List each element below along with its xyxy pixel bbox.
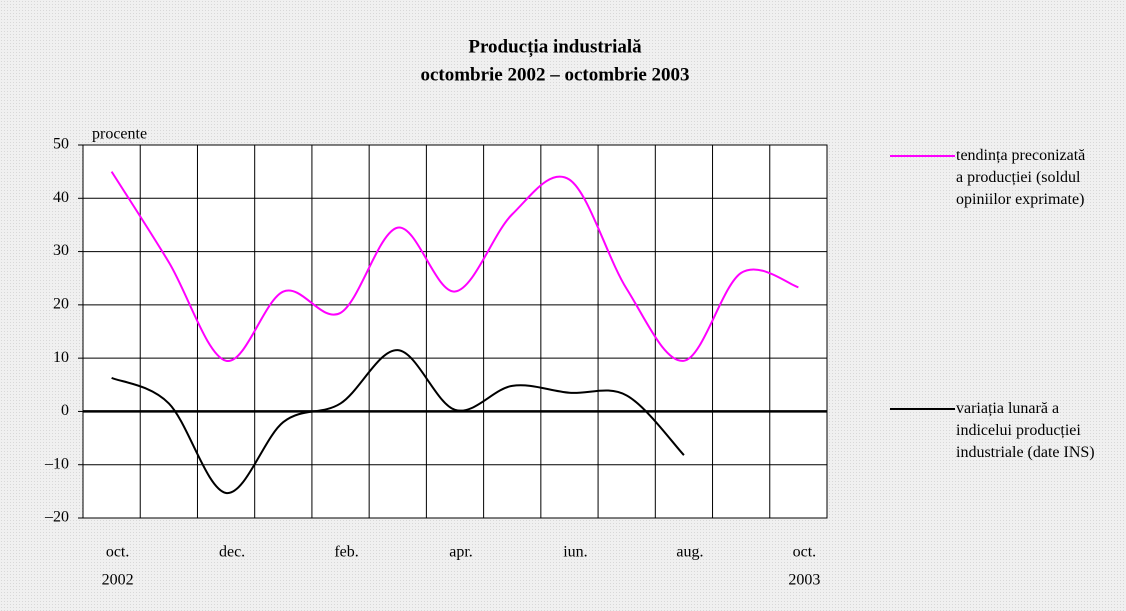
y-tick-label: 20 (53, 296, 69, 313)
y-tick-label: 10 (53, 349, 69, 366)
y-tick-label: 40 (53, 189, 69, 206)
y-axis-label: procente (92, 126, 147, 143)
x-tick-label: iun. (563, 544, 587, 561)
y-tick-label: 30 (53, 242, 69, 259)
x-tick-year: 2003 (788, 572, 820, 589)
x-tick-label: oct. (106, 544, 130, 561)
chart-title: Producția industrială (468, 36, 642, 57)
x-tick-label: apr. (449, 544, 473, 561)
series-line (111, 349, 685, 494)
series-line (110, 171, 799, 362)
legend-label: variația lunară a indicelui producției i… (956, 400, 1095, 461)
plot-border (82, 144, 828, 519)
x-tick-label: dec. (219, 544, 245, 561)
y-tick-label: –20 (44, 509, 69, 526)
chart-subtitle: octombrie 2002 – octombrie 2003 (420, 64, 689, 85)
x-tick-label: feb. (334, 544, 358, 561)
y-tick-label: –10 (44, 455, 69, 472)
y-tick-label: 0 (61, 402, 69, 419)
plot-area (83, 145, 827, 518)
x-tick-year: 2002 (102, 572, 134, 589)
x-tick-label: aug. (676, 544, 703, 561)
legend-label: tendința preconizată a producției (soldu… (956, 147, 1086, 208)
x-tick-label: oct. (793, 544, 817, 561)
y-tick-label: 50 (53, 136, 69, 153)
